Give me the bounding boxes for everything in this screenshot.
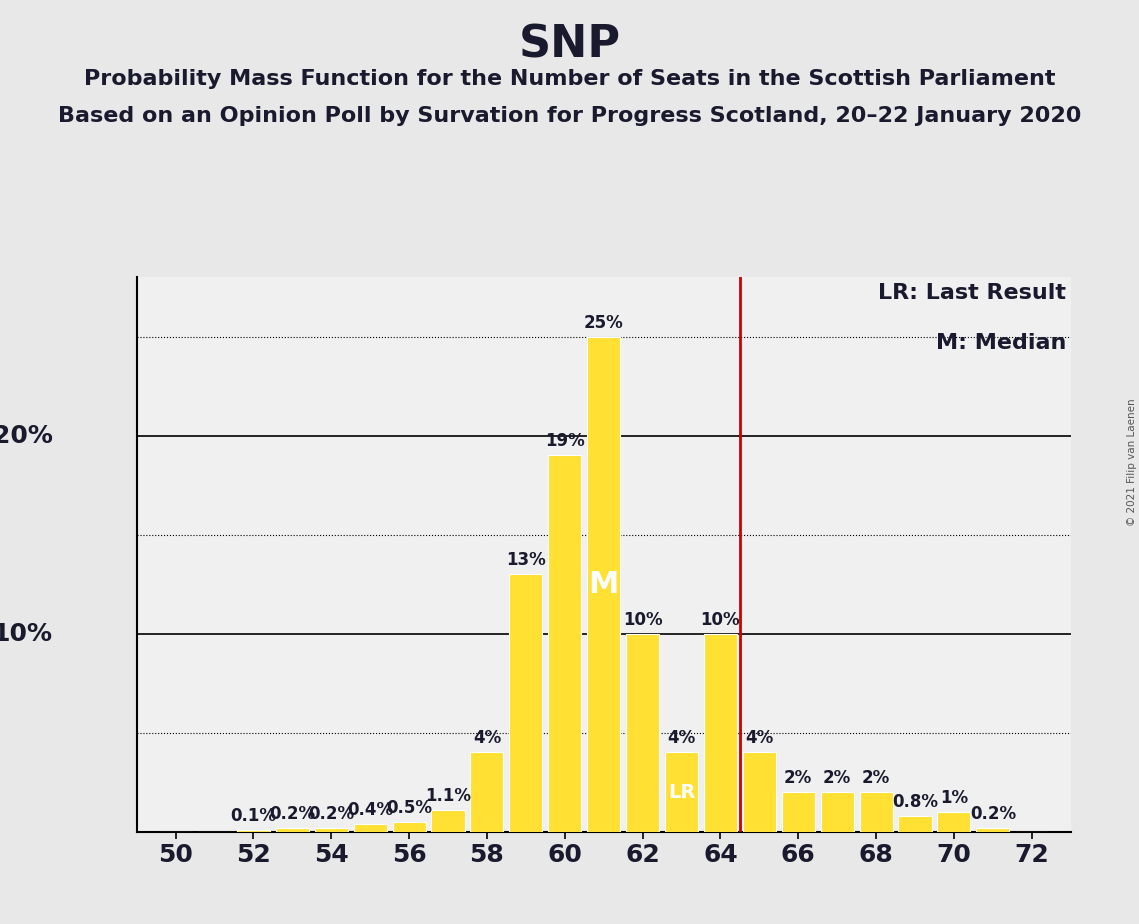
Text: 10%: 10% xyxy=(623,611,663,628)
Text: 10%: 10% xyxy=(700,611,740,628)
Text: 4%: 4% xyxy=(745,729,773,748)
Text: Based on an Opinion Poll by Survation for Progress Scotland, 20–22 January 2020: Based on an Opinion Poll by Survation fo… xyxy=(58,106,1081,127)
Text: 4%: 4% xyxy=(667,729,696,748)
Bar xyxy=(548,456,581,832)
Bar xyxy=(704,634,737,832)
Text: 0.4%: 0.4% xyxy=(347,801,393,819)
Text: 25%: 25% xyxy=(584,313,623,332)
Text: 2%: 2% xyxy=(823,769,851,787)
Text: 0.5%: 0.5% xyxy=(386,798,432,817)
Bar xyxy=(314,828,347,832)
Text: 20%: 20% xyxy=(0,423,52,447)
Bar xyxy=(626,634,659,832)
Text: LR: Last Result: LR: Last Result xyxy=(878,283,1066,303)
Text: 1.1%: 1.1% xyxy=(425,787,472,805)
Text: 13%: 13% xyxy=(506,552,546,569)
Bar xyxy=(860,792,893,832)
Text: 1%: 1% xyxy=(940,789,968,807)
Bar xyxy=(937,812,970,832)
Text: LR: LR xyxy=(667,783,695,801)
Text: SNP: SNP xyxy=(518,23,621,67)
Bar xyxy=(665,752,698,832)
Text: 0.2%: 0.2% xyxy=(269,805,316,822)
Bar xyxy=(470,752,503,832)
Text: 10%: 10% xyxy=(0,622,52,646)
Text: 0.2%: 0.2% xyxy=(969,805,1016,822)
Bar xyxy=(743,752,776,832)
Bar xyxy=(353,823,387,832)
Text: 2%: 2% xyxy=(784,769,812,787)
Text: 0.2%: 0.2% xyxy=(309,805,354,822)
Text: 19%: 19% xyxy=(544,432,584,451)
Bar xyxy=(509,574,542,832)
Text: © 2021 Filip van Laenen: © 2021 Filip van Laenen xyxy=(1126,398,1137,526)
Text: Probability Mass Function for the Number of Seats in the Scottish Parliament: Probability Mass Function for the Number… xyxy=(84,69,1055,90)
Bar xyxy=(976,828,1009,832)
Text: 0.8%: 0.8% xyxy=(892,793,939,811)
Bar xyxy=(587,336,621,832)
Text: M: Median: M: Median xyxy=(935,333,1066,353)
Text: 0.1%: 0.1% xyxy=(230,807,277,824)
Bar xyxy=(820,792,854,832)
Bar xyxy=(237,830,270,832)
Bar xyxy=(781,792,814,832)
Text: 4%: 4% xyxy=(473,729,501,748)
Text: M: M xyxy=(589,569,618,599)
Bar xyxy=(276,828,309,832)
Bar xyxy=(899,816,932,832)
Bar xyxy=(393,821,426,832)
Bar xyxy=(432,809,465,832)
Text: 2%: 2% xyxy=(862,769,891,787)
